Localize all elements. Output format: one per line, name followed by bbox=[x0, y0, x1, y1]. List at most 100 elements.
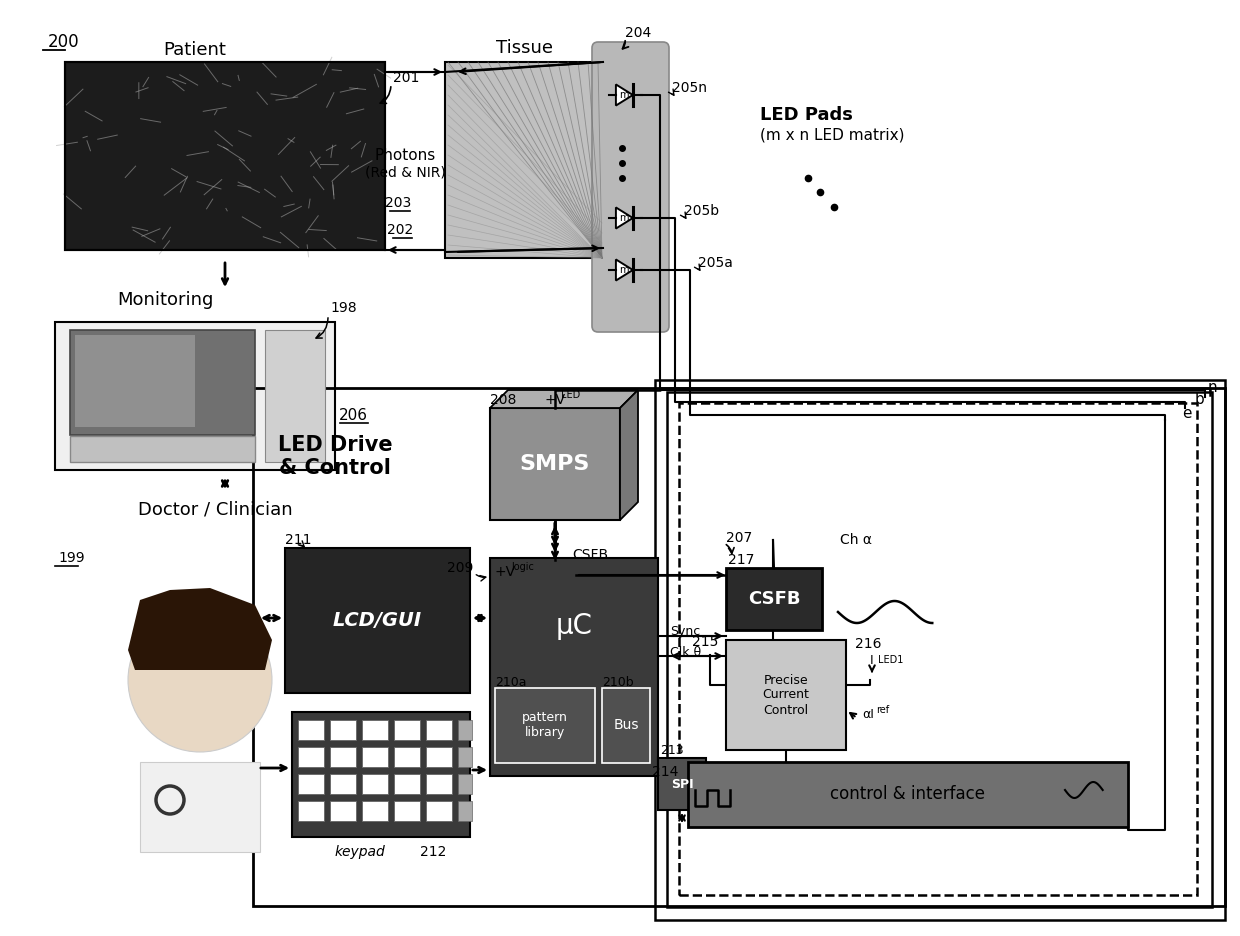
Text: Doctor / Clinician: Doctor / Clinician bbox=[138, 501, 293, 519]
Bar bbox=[680, 403, 1197, 895]
Polygon shape bbox=[616, 84, 632, 106]
Bar bbox=[688, 762, 1128, 827]
Bar bbox=[458, 801, 472, 821]
Bar bbox=[298, 720, 324, 740]
Bar bbox=[394, 801, 420, 821]
Text: Ch α: Ch α bbox=[839, 533, 872, 547]
Bar bbox=[725, 568, 822, 630]
Text: 206: 206 bbox=[339, 407, 367, 422]
Bar bbox=[658, 758, 706, 810]
Bar bbox=[330, 801, 356, 821]
Bar bbox=[490, 558, 658, 776]
Text: Precise
Current
Control: Precise Current Control bbox=[763, 674, 810, 716]
Text: Tissue: Tissue bbox=[496, 39, 553, 57]
Text: 200: 200 bbox=[48, 33, 79, 51]
Text: μC: μC bbox=[556, 612, 593, 640]
Text: 214: 214 bbox=[652, 765, 678, 779]
Text: LCD/GUI: LCD/GUI bbox=[332, 610, 422, 630]
Text: & Control: & Control bbox=[279, 458, 391, 478]
Bar bbox=[298, 801, 324, 821]
Text: SMPS: SMPS bbox=[520, 454, 590, 474]
Circle shape bbox=[128, 608, 272, 752]
Bar bbox=[427, 801, 453, 821]
Polygon shape bbox=[616, 208, 632, 228]
Text: 205a: 205a bbox=[698, 256, 733, 270]
Text: 212: 212 bbox=[420, 845, 446, 859]
Text: 199: 199 bbox=[58, 551, 84, 565]
Text: e: e bbox=[1182, 405, 1192, 420]
Polygon shape bbox=[616, 259, 632, 281]
Text: 216: 216 bbox=[856, 637, 882, 651]
Text: logic: logic bbox=[511, 562, 534, 572]
Text: Clk θ: Clk θ bbox=[670, 646, 701, 659]
Text: 215: 215 bbox=[692, 635, 718, 649]
Text: Patient: Patient bbox=[164, 41, 227, 59]
Bar bbox=[140, 762, 260, 852]
Text: Bus: Bus bbox=[614, 718, 639, 732]
Text: 205b: 205b bbox=[684, 204, 719, 218]
Text: 209: 209 bbox=[446, 561, 472, 575]
Bar bbox=[655, 380, 1225, 920]
Bar bbox=[458, 774, 472, 794]
Text: 217: 217 bbox=[728, 553, 754, 567]
Text: ref: ref bbox=[875, 705, 889, 715]
Text: Sync: Sync bbox=[670, 625, 701, 638]
Bar bbox=[427, 774, 453, 794]
Bar bbox=[362, 801, 388, 821]
Text: pattern
library: pattern library bbox=[522, 711, 568, 739]
FancyBboxPatch shape bbox=[591, 42, 670, 332]
Bar bbox=[458, 720, 472, 740]
Text: LED1: LED1 bbox=[878, 655, 904, 665]
Bar bbox=[330, 720, 356, 740]
Bar bbox=[253, 388, 1225, 906]
Polygon shape bbox=[620, 390, 639, 520]
Text: 201: 201 bbox=[393, 71, 419, 85]
Text: n: n bbox=[1208, 381, 1216, 396]
Bar bbox=[495, 688, 595, 763]
Text: m: m bbox=[619, 90, 629, 100]
Bar bbox=[394, 747, 420, 767]
Text: 205n: 205n bbox=[672, 81, 707, 95]
Text: (m x n LED matrix): (m x n LED matrix) bbox=[760, 127, 904, 142]
Bar bbox=[458, 747, 472, 767]
Bar bbox=[291, 712, 470, 837]
Text: Monitoring: Monitoring bbox=[117, 291, 213, 309]
Text: +V: +V bbox=[546, 393, 567, 407]
Bar bbox=[74, 335, 195, 427]
Polygon shape bbox=[128, 588, 272, 670]
Text: CSFB: CSFB bbox=[748, 590, 800, 608]
Bar bbox=[394, 774, 420, 794]
Bar bbox=[298, 774, 324, 794]
Bar bbox=[667, 392, 1211, 907]
Bar bbox=[394, 720, 420, 740]
Text: m: m bbox=[619, 213, 629, 223]
Text: 207: 207 bbox=[725, 531, 753, 545]
Bar bbox=[601, 688, 650, 763]
Bar bbox=[285, 548, 470, 693]
Text: 198: 198 bbox=[330, 301, 357, 315]
Polygon shape bbox=[490, 390, 639, 408]
Text: LED: LED bbox=[560, 390, 580, 400]
Text: +V: +V bbox=[495, 565, 516, 579]
Bar bbox=[64, 62, 384, 250]
Bar bbox=[298, 747, 324, 767]
Text: b: b bbox=[1195, 392, 1205, 407]
Text: (Red & NIR): (Red & NIR) bbox=[365, 165, 445, 179]
Text: Photons: Photons bbox=[374, 148, 435, 163]
Bar bbox=[64, 62, 384, 250]
Text: 211: 211 bbox=[285, 533, 311, 547]
Bar bbox=[69, 330, 255, 435]
Text: CSFB: CSFB bbox=[572, 548, 608, 562]
Bar bbox=[427, 720, 453, 740]
Bar bbox=[362, 747, 388, 767]
Bar bbox=[445, 62, 603, 258]
Text: 208: 208 bbox=[490, 393, 516, 407]
Bar bbox=[362, 774, 388, 794]
Text: control & interface: control & interface bbox=[831, 785, 986, 803]
Text: αI: αI bbox=[862, 709, 874, 722]
Text: I: I bbox=[870, 653, 874, 666]
Bar bbox=[427, 747, 453, 767]
Text: 210a: 210a bbox=[495, 676, 527, 689]
Bar bbox=[265, 330, 325, 462]
Text: 203: 203 bbox=[384, 196, 412, 210]
